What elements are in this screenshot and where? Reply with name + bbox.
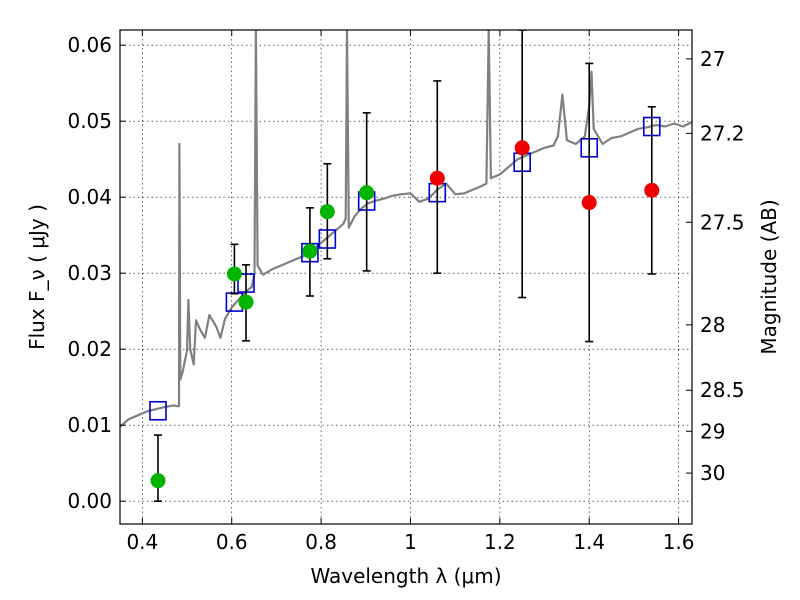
y2-tick-label: 28 [700, 313, 725, 337]
observed-point-green [319, 204, 335, 220]
observed-point-green [302, 243, 318, 259]
x-axis-title: Wavelength λ (μm) [310, 564, 501, 588]
observed-point-green [359, 185, 375, 201]
x-tick-label: 1.2 [484, 530, 516, 554]
observed-points-layer [150, 140, 660, 489]
y2-tick-label: 27.2 [700, 121, 745, 145]
y-tick-label: 0.05 [67, 109, 112, 133]
x-axis: 0.4 0.6 0.8 1 1.2 1.4 1.6 [126, 30, 695, 554]
y-tick-label: 0.04 [67, 185, 112, 209]
y-axis-left: 0.00 0.01 0.02 0.03 0.04 0.05 0.06 [67, 33, 126, 513]
error-bar-layer [153, 30, 656, 503]
model-photometry-box [149, 400, 167, 421]
y-tick-label: 0.02 [67, 337, 112, 361]
y2-tick-label: 29 [700, 419, 725, 443]
plot-frame [119, 29, 693, 525]
observed-point-red [644, 182, 660, 198]
observed-point-green [226, 266, 242, 282]
x-tick-label: 1.4 [573, 530, 605, 554]
y2-axis-title: Magnitude (AB) [757, 199, 781, 354]
x-tick-label: 0.4 [126, 530, 158, 554]
sed-curve-layer [120, 30, 692, 428]
plot-area [120, 30, 692, 503]
y2-tick-label: 27 [700, 47, 725, 71]
model-photometry-layer [149, 116, 661, 421]
observed-point-red [581, 195, 597, 211]
x-tick-label: 1 [404, 530, 417, 554]
y2-tick-label: 27.5 [700, 210, 745, 234]
observed-point-red [514, 140, 530, 156]
observed-point-green [238, 294, 254, 310]
grid-lines [120, 30, 692, 524]
y-axis-right: 27 27.2 27.5 28 28.5 29 30 [686, 47, 745, 485]
y2-tick-label: 28.5 [700, 378, 745, 402]
y2-tick-label: 30 [700, 461, 725, 485]
x-tick-label: 1.6 [663, 530, 695, 554]
y-tick-label: 0.06 [67, 33, 112, 57]
x-tick-label: 0.6 [216, 530, 248, 554]
x-tick-label: 0.8 [305, 530, 337, 554]
y-tick-label: 0.00 [67, 489, 112, 513]
sed-model-line [120, 30, 692, 428]
observed-point-green [150, 473, 166, 489]
y-tick-label: 0.03 [67, 261, 112, 285]
y-tick-label: 0.01 [67, 413, 112, 437]
observed-point-red [429, 170, 445, 186]
y-axis-title: Flux F_ν ( μJy ) [25, 204, 49, 350]
